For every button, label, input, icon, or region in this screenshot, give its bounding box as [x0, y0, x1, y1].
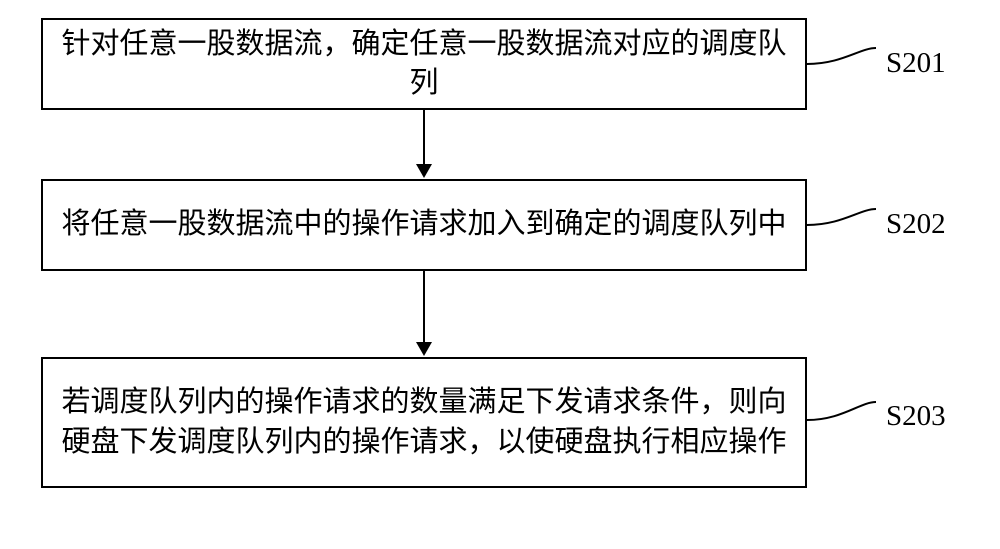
arrow-head-icon: [416, 164, 432, 178]
step-label-s201: S201: [886, 47, 946, 80]
step-label-s203: S203: [886, 400, 946, 433]
arrow-line: [423, 110, 425, 165]
step-label-s202: S202: [886, 208, 946, 241]
flow-arrow-s201-s202: [416, 110, 432, 179]
step-label-text: S203: [886, 400, 946, 432]
step-label-text: S202: [886, 208, 946, 240]
flow-step-s201: 针对任意一股数据流，确定任意一股数据流对应的调度队列: [41, 18, 807, 110]
flow-step-text: 将任意一股数据流中的操作请求加入到确定的调度队列中: [61, 205, 786, 244]
flow-arrow-s202-s203: [416, 271, 432, 357]
step-label-text: S201: [886, 47, 946, 79]
flow-step-s202: 将任意一股数据流中的操作请求加入到确定的调度队列中: [41, 179, 807, 271]
flow-step-s203: 若调度队列内的操作请求的数量满足下发请求条件，则向硬盘下发调度队列内的操作请求，…: [41, 357, 807, 488]
arrow-line: [423, 271, 425, 343]
arrow-head-icon: [416, 342, 432, 356]
flow-step-text: 若调度队列内的操作请求的数量满足下发请求条件，则向硬盘下发调度队列内的操作请求，…: [55, 383, 793, 461]
flow-step-text: 针对任意一股数据流，确定任意一股数据流对应的调度队列: [55, 25, 793, 103]
